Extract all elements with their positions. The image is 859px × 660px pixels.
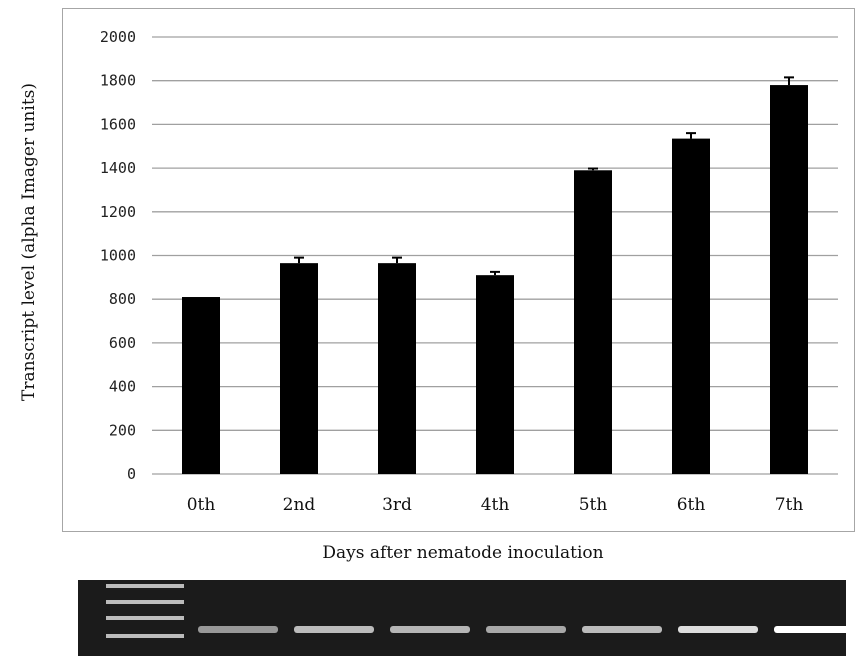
- x-tick-label: 0th: [187, 495, 216, 515]
- bar-2nd: [280, 263, 318, 474]
- sample-band: [294, 626, 374, 633]
- y-tick-label: 600: [109, 334, 136, 352]
- gel-bands: [106, 584, 854, 638]
- x-tick-label: 6th: [677, 495, 706, 515]
- gel-electrophoresis-image: [78, 580, 854, 656]
- bar-4th: [476, 275, 514, 474]
- bar-3rd: [378, 263, 416, 474]
- ladder-band: [106, 634, 184, 638]
- error-bar-5th: [588, 167, 598, 171]
- y-tick-label: 1800: [100, 72, 136, 90]
- error-bar-4th: [490, 270, 500, 276]
- error-bar-6th: [686, 132, 696, 139]
- y-tick-label: 1600: [100, 115, 136, 133]
- x-tick-label: 5th: [579, 495, 608, 515]
- y-tick-label: 1200: [100, 203, 136, 221]
- sample-band: [486, 626, 566, 633]
- bar-6th: [672, 138, 710, 475]
- sample-band: [582, 626, 662, 633]
- bar-0th: [182, 297, 220, 474]
- x-tick-labels: 0th 2nd 3rd 4th 5th 6th 7th: [187, 495, 804, 515]
- sample-band: [774, 626, 854, 633]
- y-axis-label: Transcript level (alpha Imager units): [19, 83, 39, 401]
- y-tick-label: 2000: [100, 28, 136, 46]
- error-bar-7th: [784, 76, 794, 86]
- bars: [182, 76, 808, 475]
- bar-7th: [770, 85, 808, 474]
- sample-band: [198, 626, 278, 633]
- chart-panel: [62, 8, 855, 532]
- error-bar-3rd: [392, 256, 402, 264]
- bar-chart: 0 200 400 600 800 1000 1200 1400 1600 1800 2000 0t…: [19, 28, 838, 563]
- x-tick-label: 4th: [481, 495, 510, 515]
- sample-band: [390, 626, 470, 633]
- ladder-band: [106, 616, 184, 620]
- y-tick-label: 800: [109, 290, 136, 308]
- bar-5th: [574, 170, 612, 474]
- ladder-band: [106, 584, 184, 588]
- x-tick-label: 3rd: [382, 495, 412, 515]
- ladder-band: [106, 600, 184, 604]
- y-tick-label: 0: [127, 465, 136, 483]
- y-tick-labels: 0 200 400 600 800 1000 1200 1400 1600 1800 2000: [100, 28, 136, 483]
- sample-band: [678, 626, 758, 633]
- y-tick-label: 1000: [100, 247, 136, 265]
- error-bar-2nd: [294, 256, 304, 264]
- y-tick-label: 1400: [100, 159, 136, 177]
- x-axis-label: Days after nematode inoculation: [322, 543, 603, 563]
- grid-lines: [152, 36, 838, 475]
- x-tick-label: 2nd: [283, 495, 316, 515]
- y-tick-label: 200: [109, 421, 136, 439]
- y-tick-label: 400: [109, 378, 136, 396]
- x-tick-label: 7th: [775, 495, 804, 515]
